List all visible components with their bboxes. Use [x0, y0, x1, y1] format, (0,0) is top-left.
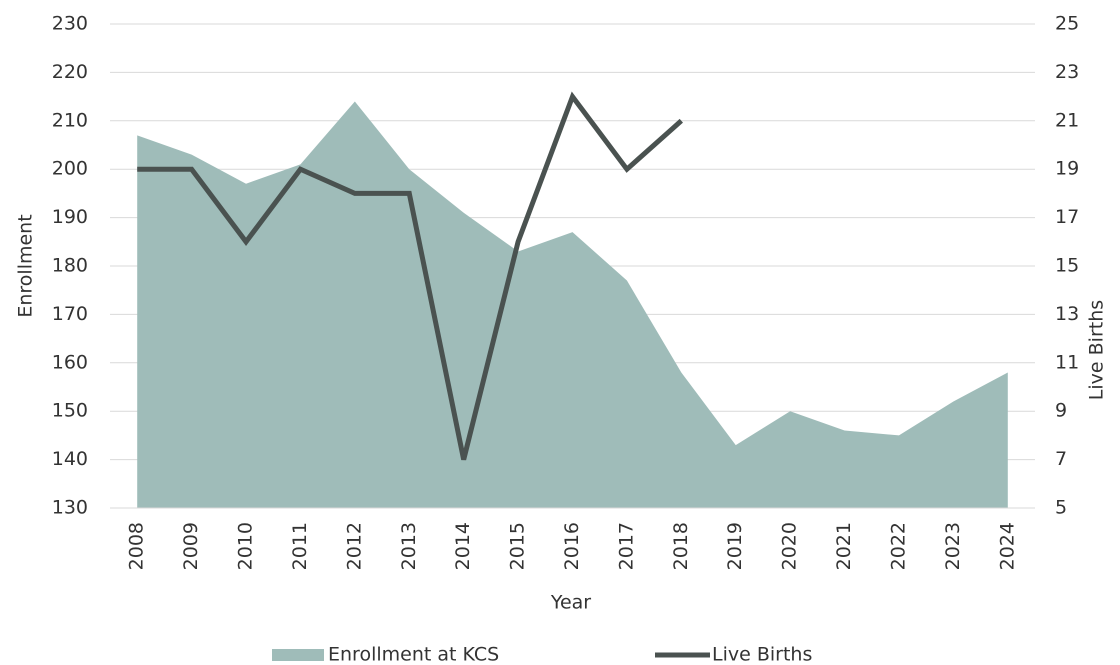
x-tick-label: 2014 — [452, 522, 474, 570]
x-tick-label: 2010 — [235, 522, 257, 570]
y2-tick-label: 25 — [1055, 13, 1079, 35]
y2-tick-label: 13 — [1055, 303, 1079, 325]
line — [137, 91, 683, 461]
x-tick-label: 2015 — [507, 522, 529, 570]
x-axis-title: Year — [550, 592, 591, 614]
x-tick-label: 2021 — [833, 522, 855, 570]
y-axis-title: Enrollment — [15, 214, 37, 317]
x-tick-label: 2019 — [724, 522, 746, 570]
x-tick-label: 2009 — [180, 522, 202, 570]
x-tick-label: 2012 — [343, 522, 365, 570]
x-tick-label: 2008 — [126, 522, 148, 570]
y-tick-label: 170 — [52, 303, 88, 325]
x-tick-label: 2020 — [779, 522, 801, 570]
y2-tick-label: 19 — [1055, 158, 1079, 180]
y-tick-label: 140 — [52, 448, 88, 470]
y-tick-label: 210 — [52, 109, 88, 131]
y2-tick-label: 21 — [1055, 109, 1079, 131]
x-tick-label: 2016 — [561, 522, 583, 570]
y-tick-label: 220 — [52, 61, 88, 83]
area — [137, 101, 1008, 508]
y2-tick-label: 17 — [1055, 206, 1079, 228]
x-tick-label: 2018 — [670, 522, 692, 570]
legend-label: Enrollment at KCS — [328, 644, 499, 665]
y-tick-label: 190 — [52, 206, 88, 228]
y2-tick-label: 7 — [1055, 448, 1067, 470]
y-tick-label: 180 — [52, 255, 88, 277]
y2-tick-label: 23 — [1055, 61, 1079, 83]
y-tick-label: 200 — [52, 158, 88, 180]
y2-tick-label: 5 — [1055, 497, 1067, 519]
y2-tick-label: 9 — [1055, 400, 1067, 422]
x-tick-label: 2024 — [996, 522, 1018, 570]
x-tick-label: 2011 — [289, 522, 311, 570]
x-tick-label: 2022 — [887, 522, 909, 570]
x-tick-label: 2017 — [615, 522, 637, 570]
y-tick-label: 130 — [52, 497, 88, 519]
y2-tick-label: 15 — [1055, 255, 1079, 277]
legend-swatch — [272, 649, 324, 661]
legend-label: Live Births — [712, 644, 812, 665]
x-tick-label: 2013 — [398, 522, 420, 570]
y-tick-label: 150 — [52, 400, 88, 422]
y2-axis-title: Live Births — [1086, 300, 1108, 400]
y-tick-label: 230 — [52, 13, 88, 35]
y2-tick-label: 11 — [1055, 351, 1079, 373]
y-tick-label: 160 — [52, 351, 88, 373]
x-tick-label: 2023 — [942, 522, 964, 570]
